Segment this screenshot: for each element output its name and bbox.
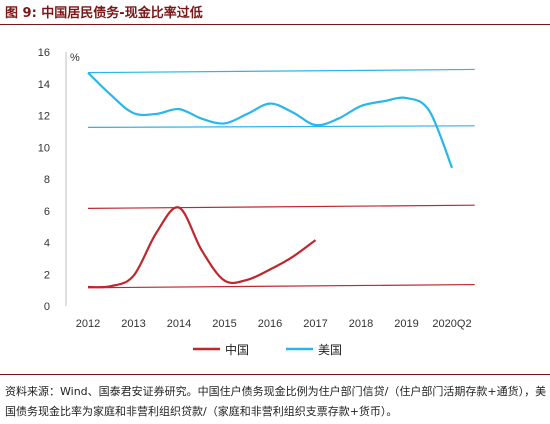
x-tick-label: 2016 <box>258 318 282 330</box>
y-tick-label: 12 <box>38 111 50 123</box>
china-trend-line <box>87 204 475 209</box>
x-tick-label: 2014 <box>167 318 191 330</box>
figure-title: 图 9: 中国居民债务-现金比率过低 <box>5 6 203 21</box>
title-rule <box>0 24 550 25</box>
chart-series-lines <box>87 71 454 289</box>
x-tick-label: 2013 <box>121 318 145 330</box>
china-series-line <box>87 206 317 289</box>
x-tick-label: 2017 <box>303 318 327 330</box>
source-note: 资料来源：Wind、国泰君安证券研究。中国住户债务现金比例为住户部门信贷/（住户… <box>5 385 547 418</box>
y-tick-label: 8 <box>44 174 50 186</box>
y-tick-label: 16 <box>38 47 50 59</box>
x-tick-label: 2018 <box>349 318 373 330</box>
china-trend-line <box>87 283 475 289</box>
source-rule <box>0 374 550 375</box>
y-tick-label: 4 <box>44 238 50 250</box>
y-tick-label: 2 <box>44 269 50 281</box>
y-tick-label: 10 <box>38 142 50 154</box>
us-series-line <box>87 71 454 169</box>
chart-legend: 中国 美国 <box>193 342 342 357</box>
us-trend-line <box>87 68 475 74</box>
china-legend-label: 中国 <box>225 342 249 357</box>
chart-trend-lines <box>87 68 475 289</box>
x-tick-label: 2012 <box>76 318 100 330</box>
x-tick-label: 2015 <box>212 318 236 330</box>
us-legend-label: 美国 <box>318 343 342 357</box>
x-tick-label: 2019 <box>394 318 418 330</box>
x-tick-label: 2020Q2 <box>432 318 471 330</box>
y-tick-label: 6 <box>44 206 50 218</box>
y-tick-label: 14 <box>38 79 50 91</box>
y-unit-label: % <box>70 52 80 64</box>
chart: 0 2 4 6 8 10 12 14 16 % 2012 2013 2014 2015 2016 2017 20… <box>38 47 475 357</box>
us-trend-line <box>87 125 475 129</box>
chart-axes: 0 2 4 6 8 10 12 14 16 % 2012 2013 2014 2015 2016 2017 20… <box>38 47 472 330</box>
y-tick-label: 0 <box>44 301 50 313</box>
